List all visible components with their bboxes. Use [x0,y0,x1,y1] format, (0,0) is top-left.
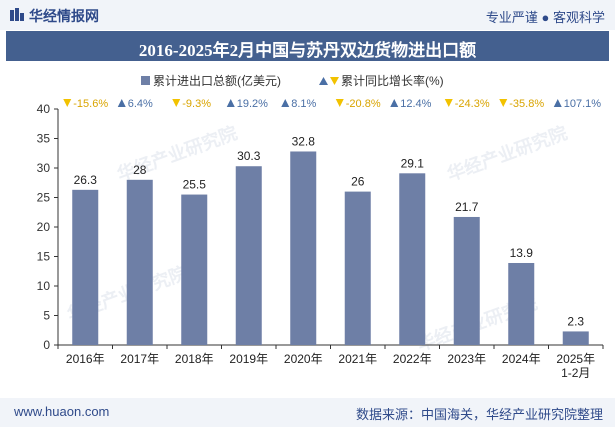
bar-value-label: 25.5 [183,178,207,192]
legend-bar-swatch [141,76,150,85]
down-triangle-icon [499,99,508,107]
bar-value-label: 21.7 [455,200,479,214]
y-tick-label: 30 [37,161,51,175]
bar-value-label: 28 [133,163,147,177]
bar [290,151,317,345]
bar-value-label: 32.8 [292,134,316,148]
up-triangle-icon [117,99,126,107]
legend-up-triangle-icon [319,77,328,85]
bar [181,194,208,345]
bar [508,262,535,345]
y-tick-label: 20 [37,220,51,234]
x-tick-label: 2018年 [175,352,214,366]
growth-rate-label: -9.3% [182,98,211,110]
bar [72,189,99,345]
bar-value-label: 13.9 [510,246,534,260]
y-tick-label: 25 [37,191,51,205]
growth-rate-label: 19.2% [237,98,268,110]
y-tick-label: 35 [37,132,51,146]
x-tick-label: 1-2月 [561,366,590,380]
data-labels: 26.3 28 25.5 30.3 32.8 26 29.1 21.7 13.9 2.3 [74,134,585,328]
bars [72,151,589,345]
brand-name: 华经情报网 [29,8,99,24]
y-tick-label: 5 [43,309,50,323]
legend-bar-label: 累计进出口总额(亿美元) [153,73,281,88]
y-tick-label: 40 [37,102,51,116]
bar [344,191,371,345]
x-tick-label: 2024年 [502,352,541,366]
y-tick-label: 10 [37,279,51,293]
bar [453,216,480,345]
x-tick-label: 2023年 [447,352,486,366]
legend: 累计进出口总额(亿美元) 累计同比增长率(%) [141,73,444,88]
y-tick-label: 0 [43,338,50,352]
up-triangle-icon [553,99,562,107]
bar [126,179,153,345]
x-tick-label: 2025年 [556,352,595,366]
x-tick-label: 2020年 [284,352,323,366]
top-banner: 华经情报网 专业严谨 ● 客观科学 [0,0,615,30]
growth-rate-label: 6.4% [128,98,153,110]
bar [235,166,262,345]
down-triangle-icon [172,99,181,107]
down-triangle-icon [63,99,72,107]
x-tick-label: 2021年 [338,352,377,366]
logo-icon [10,8,24,21]
bar-value-label: 26 [351,175,365,189]
growth-rate-label: 107.1% [564,98,602,110]
footer-website: www.huaon.com [14,404,110,419]
x-tick-label: 2017年 [120,352,159,366]
chart-title: 2016-2025年2月中国与苏丹双边货物进出口额 [138,41,477,60]
title-bar: 2016-2025年2月中国与苏丹双边货物进出口额 [6,31,609,61]
legend-rate-label: 累计同比增长率(%) [341,73,444,88]
bar-value-label: 26.3 [74,173,98,187]
x-tick-labels: 2016年 2017年 2018年 2019年 2020年 2021年 2022年 2023年… [57,345,604,380]
up-triangle-icon [281,99,290,107]
x-tick-label: 2019年 [229,352,268,366]
bar-value-label: 30.3 [237,149,261,163]
bar-value-label: 2.3 [567,314,584,328]
bar-value-label: 29.1 [401,156,425,170]
x-tick-label: 2016年 [66,352,105,366]
growth-rate-label: -15.6% [73,98,108,110]
tagline: 专业严谨 ● 客观科学 [485,10,605,25]
chart: 华经产业研究院华经产业研究院华经产业研究院华经产业研究院 累计进出口总额(亿美元… [37,73,604,380]
bar [562,331,589,345]
footer-source: 数据来源：中国海关，华经产业研究院整理 [355,407,603,422]
bar [399,173,426,345]
up-triangle-icon [390,99,399,107]
growth-rate-label: 8.1% [291,98,316,110]
footer: www.huaon.com 数据来源：中国海关，华经产业研究院整理 [0,398,615,427]
growth-rate-label: 12.4% [400,98,431,110]
x-tick-label: 2022年 [393,352,432,366]
y-tick-label: 15 [37,250,51,264]
down-triangle-icon [335,99,344,107]
growth-rate-label: -35.8% [509,98,544,110]
legend-down-triangle-icon [330,77,339,85]
down-triangle-icon [444,99,453,107]
watermark-text: 华经产业研究院 [444,122,570,185]
growth-rate-row: -15.6% 6.4% -9.3% 19.2% 8.1% -20.8% 12.4% -24.3… [63,98,601,110]
growth-rate-label: -20.8% [346,98,381,110]
growth-rate-label: -24.3% [455,98,490,110]
up-triangle-icon [226,99,235,107]
